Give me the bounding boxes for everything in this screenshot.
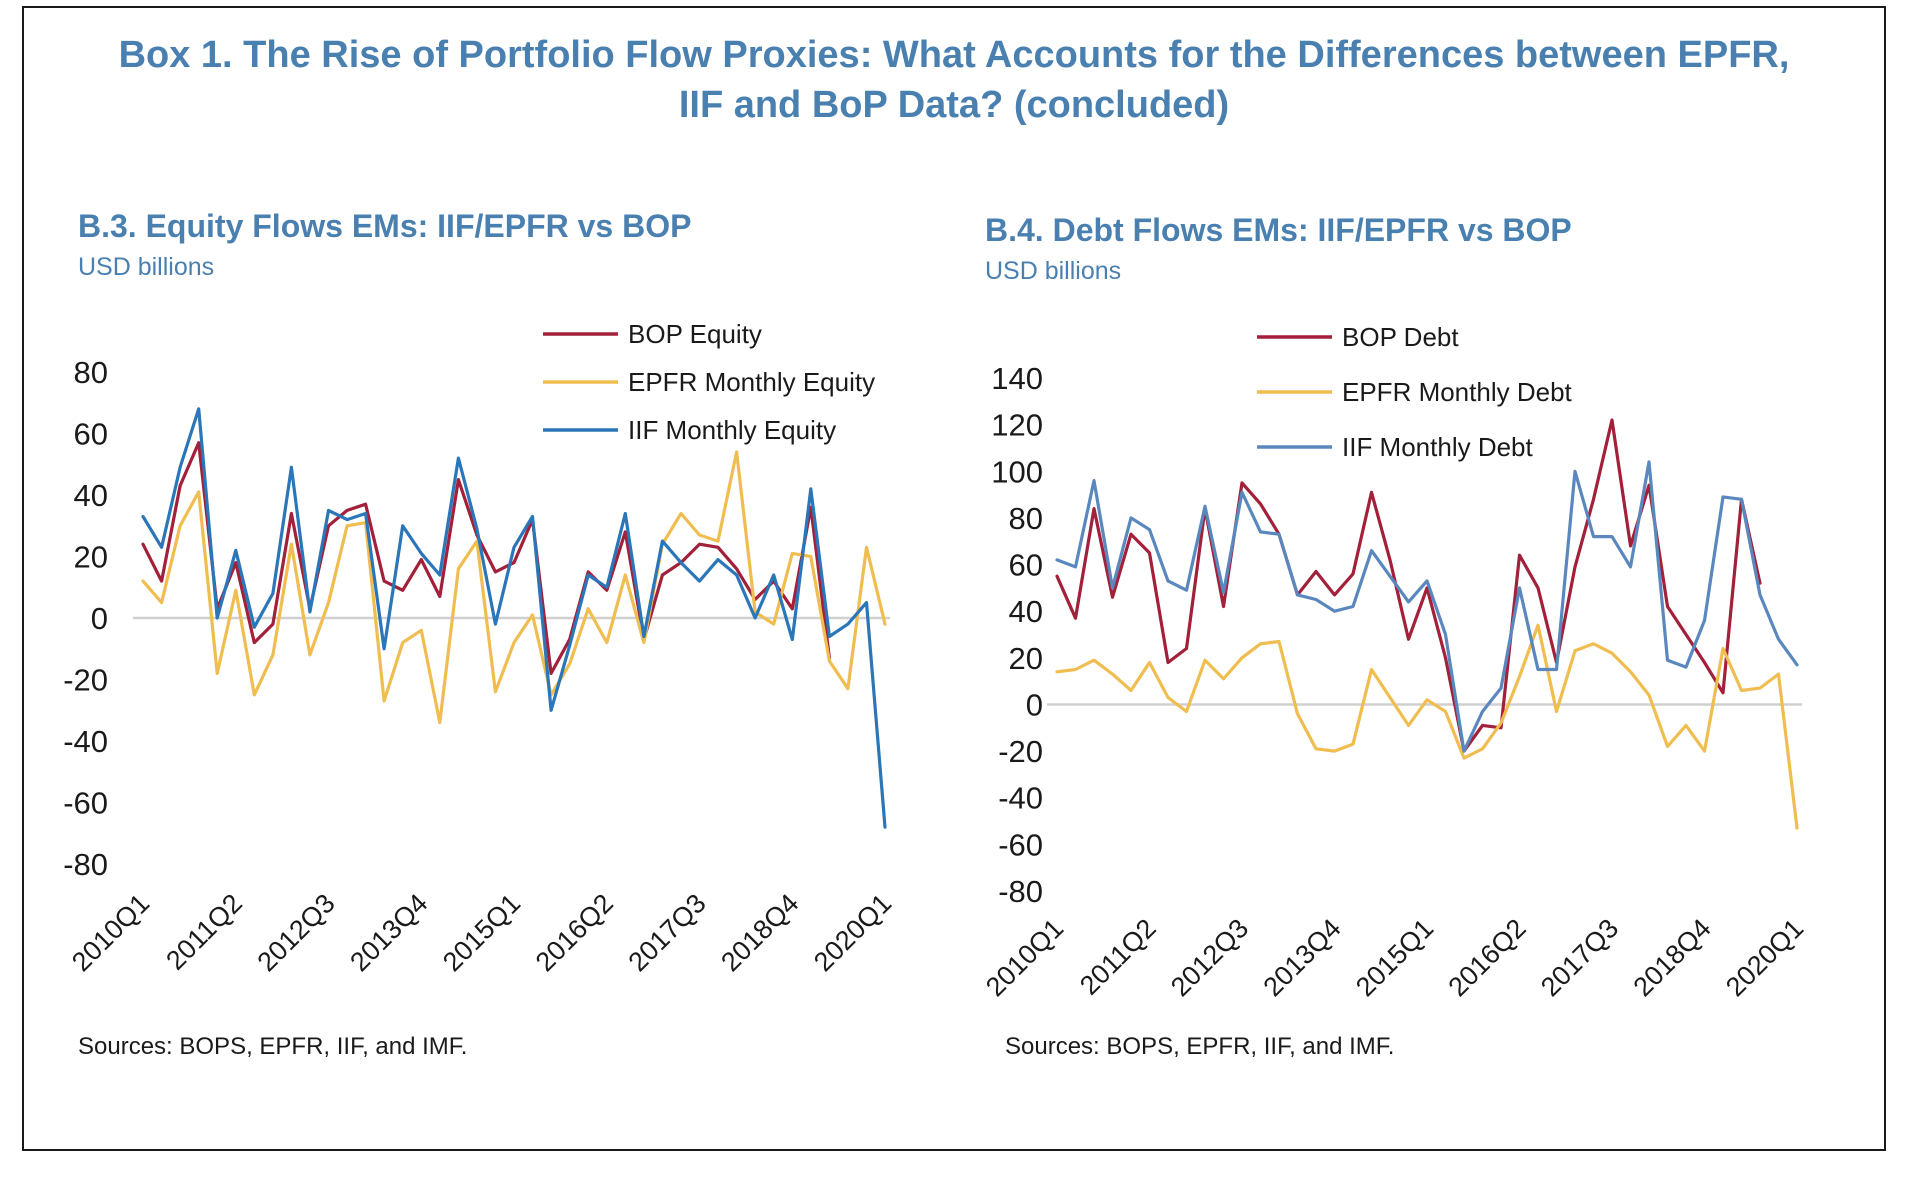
right-x-tick-label: 2010Q1	[980, 913, 1069, 1002]
left-chart-title: B.3. Equity Flows EMs: IIF/EPFR vs BOP	[78, 208, 692, 244]
left-x-tick-label: 2011Q2	[160, 888, 248, 976]
right-y-tick-label: 80	[1009, 501, 1043, 536]
left-y-tick-label: -40	[63, 724, 108, 759]
left-y-tick-label: -60	[63, 786, 108, 821]
main-title-line2: IIF and BoP Data? (concluded)	[678, 84, 1230, 126]
right-series-iif-monthly-debt	[1055, 460, 1799, 753]
right-y-tick-label: 0	[1026, 687, 1043, 722]
main-title-line1: Box 1. The Rise of Portfolio Flow Proxie…	[118, 34, 1790, 76]
left-y-tick-label: 80	[74, 355, 108, 390]
right-series-bop-debt	[1055, 418, 1762, 753]
right-y-tick-label: 140	[991, 361, 1043, 396]
right-chart-title: B.4. Debt Flows EMs: IIF/EPFR vs BOP	[985, 212, 1572, 248]
left-legend-label: IIF Monthly Equity	[628, 415, 836, 445]
right-x-tick-label: 2015Q1	[1350, 913, 1439, 1002]
right-y-tick-label: 120	[991, 408, 1043, 443]
left-legend-label: EPFR Monthly Equity	[628, 367, 875, 397]
left-y-tick-label: 0	[91, 601, 108, 636]
right-x-tick-label: 2018Q4	[1628, 913, 1717, 1002]
right-y-tick-label: -60	[998, 827, 1043, 862]
left-y-tick-label: 60	[74, 417, 108, 452]
left-y-tick-label: 20	[74, 540, 108, 575]
left-x-tick-label: 2016Q2	[530, 888, 619, 977]
left-series-iif-monthly-equity	[141, 407, 887, 829]
right-y-tick-label: -40	[998, 781, 1043, 816]
left-x-tick-label: 2018Q4	[715, 888, 804, 977]
left-x-tick-label: 2013Q4	[344, 888, 433, 977]
right-x-tick-label: 2012Q3	[1165, 913, 1254, 1002]
main-title: Box 1. The Rise of Portfolio Flow Proxie…	[22, 30, 1886, 130]
right-y-tick-label: 60	[1009, 548, 1043, 583]
right-x-tick-label: 2020Q1	[1720, 913, 1809, 1002]
right-x-tick-label: 2017Q3	[1535, 913, 1624, 1002]
right-x-tick-label: 2011Q2	[1074, 913, 1162, 1001]
left-x-tick-label: 2012Q3	[252, 888, 341, 977]
left-x-tick-label: 2015Q1	[437, 888, 526, 977]
right-series-epfr-monthly-debt	[1055, 623, 1799, 830]
right-y-tick-label: -20	[998, 734, 1043, 769]
left-x-tick-label: 2010Q1	[66, 888, 155, 977]
left-y-tick-label: -20	[63, 663, 108, 698]
right-y-tick-label: -80	[998, 874, 1043, 909]
figure-frame	[22, 6, 1886, 1151]
right-chart: 140 120 100 80 60 40 20 0 -20 -40 -60 -80 2010Q1 2011…	[980, 322, 1809, 1002]
right-chart-source: Sources: BOPS, EPFR, IIF, and IMF.	[1005, 1033, 1395, 1060]
left-y-tick-label: -80	[63, 847, 108, 882]
right-legend-label: BOP Debt	[1342, 322, 1459, 352]
right-y-tick-label: 40	[1009, 594, 1043, 629]
left-chart-subtitle: USD billions	[78, 253, 215, 281]
left-legend-label: BOP Equity	[628, 319, 762, 349]
right-x-tick-label: 2016Q2	[1443, 913, 1532, 1002]
right-chart-subtitle: USD billions	[985, 257, 1122, 285]
right-y-tick-label: 100	[991, 454, 1043, 489]
right-x-tick-label: 2013Q4	[1258, 913, 1347, 1002]
left-x-tick-label: 2020Q1	[808, 888, 897, 977]
left-series-bop-equity	[141, 441, 832, 676]
left-y-tick-label: 40	[74, 478, 108, 513]
right-y-tick-label: 20	[1009, 641, 1043, 676]
right-legend-label: EPFR Monthly Debt	[1342, 377, 1573, 407]
left-series-epfr-monthly-equity	[141, 450, 887, 725]
left-chart-source: Sources: BOPS, EPFR, IIF, and IMF.	[78, 1033, 468, 1060]
left-x-tick-label: 2017Q3	[623, 888, 712, 977]
right-legend-label: IIF Monthly Debt	[1342, 432, 1534, 462]
